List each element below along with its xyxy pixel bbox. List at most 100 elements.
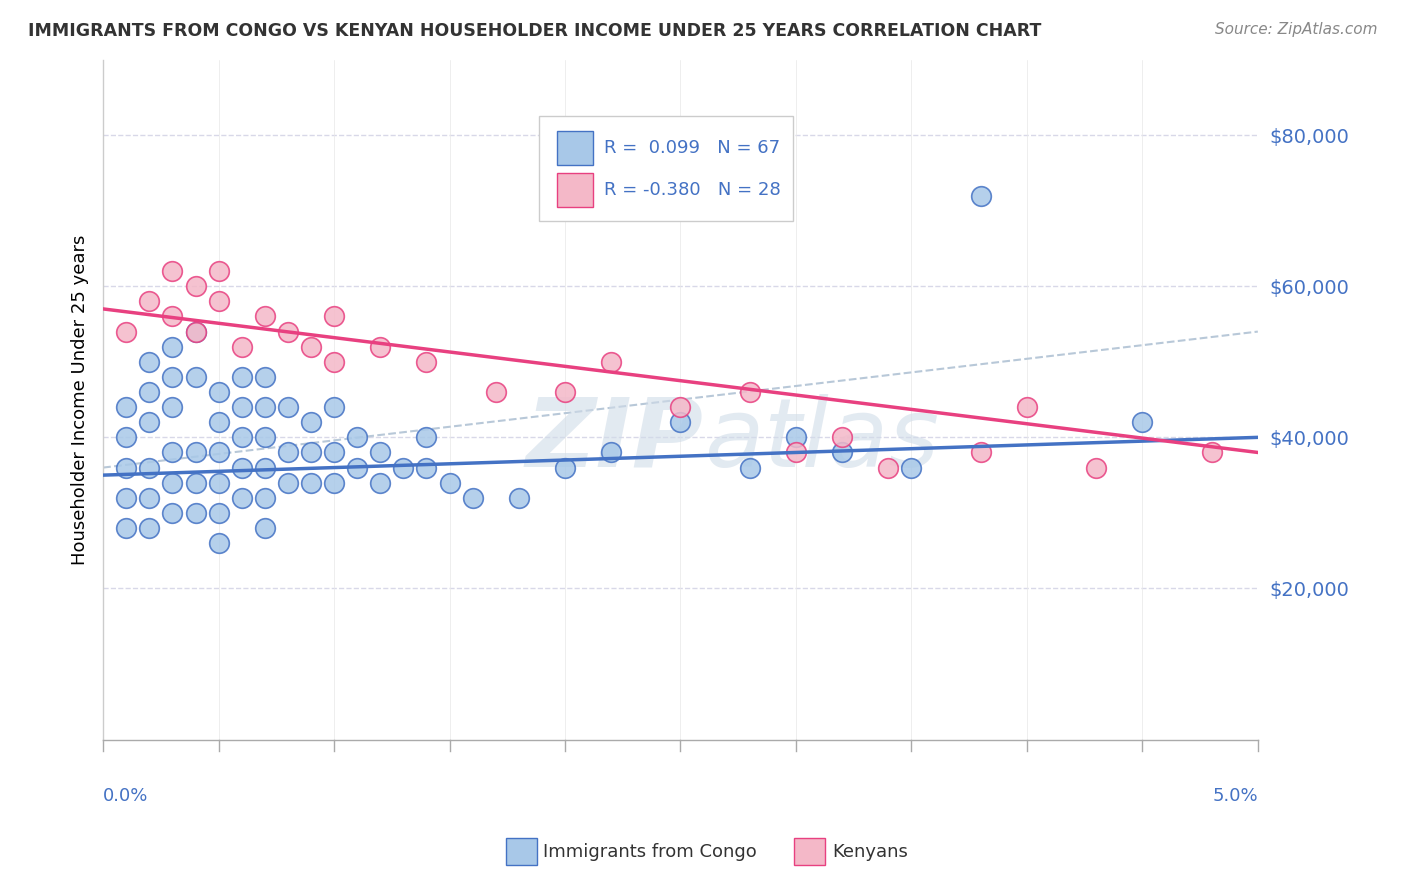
Point: [184, 506, 207, 520]
Point: [207, 445, 229, 459]
Point: [277, 475, 299, 490]
Point: [554, 460, 576, 475]
Point: [207, 475, 229, 490]
Point: [115, 521, 138, 535]
Text: Kenyans: Kenyans: [832, 843, 908, 861]
Point: [207, 294, 229, 309]
Point: [323, 310, 346, 324]
Point: [184, 370, 207, 384]
Point: [184, 279, 207, 293]
Point: [207, 506, 229, 520]
Point: [508, 491, 530, 505]
Point: [323, 355, 346, 369]
Point: [162, 340, 184, 354]
Point: [115, 430, 138, 444]
Point: [115, 325, 138, 339]
Point: [970, 445, 993, 459]
Point: [900, 460, 922, 475]
Point: [253, 400, 276, 414]
Point: [162, 475, 184, 490]
Point: [253, 521, 276, 535]
Point: [346, 430, 368, 444]
Point: [1130, 415, 1153, 429]
Point: [600, 355, 623, 369]
Point: [184, 445, 207, 459]
Point: [162, 264, 184, 278]
Point: [253, 460, 276, 475]
Point: [299, 415, 322, 429]
Point: [138, 415, 160, 429]
Point: [162, 370, 184, 384]
Point: [115, 460, 138, 475]
Text: Source: ZipAtlas.com: Source: ZipAtlas.com: [1215, 22, 1378, 37]
Point: [485, 384, 508, 399]
Point: [138, 355, 160, 369]
Point: [162, 400, 184, 414]
Point: [277, 400, 299, 414]
Point: [115, 491, 138, 505]
Point: [1015, 400, 1038, 414]
Point: [253, 430, 276, 444]
Point: [138, 460, 160, 475]
Point: [831, 445, 853, 459]
Point: [207, 415, 229, 429]
Point: [785, 430, 807, 444]
Point: [138, 384, 160, 399]
Point: [392, 460, 415, 475]
Point: [323, 400, 346, 414]
Point: [669, 415, 692, 429]
Point: [138, 491, 160, 505]
Point: [368, 340, 391, 354]
Point: [207, 384, 229, 399]
Point: [323, 475, 346, 490]
Point: [970, 188, 993, 202]
Text: 5.0%: 5.0%: [1212, 787, 1258, 805]
Point: [184, 325, 207, 339]
Text: 0.0%: 0.0%: [103, 787, 149, 805]
Text: Immigrants from Congo: Immigrants from Congo: [543, 843, 756, 861]
Point: [415, 460, 437, 475]
Point: [277, 325, 299, 339]
Point: [231, 430, 253, 444]
Point: [554, 384, 576, 399]
Point: [299, 445, 322, 459]
Text: atlas: atlas: [703, 394, 939, 487]
Text: R =  0.099   N = 67: R = 0.099 N = 67: [605, 138, 780, 157]
Point: [785, 445, 807, 459]
Point: [138, 521, 160, 535]
Point: [738, 384, 761, 399]
Text: IMMIGRANTS FROM CONGO VS KENYAN HOUSEHOLDER INCOME UNDER 25 YEARS CORRELATION CH: IMMIGRANTS FROM CONGO VS KENYAN HOUSEHOL…: [28, 22, 1042, 40]
Point: [162, 310, 184, 324]
Point: [346, 460, 368, 475]
Point: [253, 491, 276, 505]
Text: R = -0.380   N = 28: R = -0.380 N = 28: [605, 181, 780, 199]
Point: [231, 340, 253, 354]
Text: ZIP: ZIP: [526, 394, 703, 487]
Point: [115, 400, 138, 414]
Point: [415, 430, 437, 444]
Y-axis label: Householder Income Under 25 years: Householder Income Under 25 years: [72, 235, 89, 565]
Point: [299, 340, 322, 354]
Point: [669, 400, 692, 414]
Point: [461, 491, 484, 505]
Point: [162, 445, 184, 459]
Point: [277, 445, 299, 459]
Point: [738, 460, 761, 475]
Point: [877, 460, 900, 475]
Point: [138, 294, 160, 309]
Point: [368, 445, 391, 459]
Point: [253, 370, 276, 384]
Point: [299, 475, 322, 490]
Point: [323, 445, 346, 459]
Point: [207, 264, 229, 278]
Point: [231, 460, 253, 475]
Point: [600, 445, 623, 459]
Point: [1201, 445, 1223, 459]
Point: [162, 506, 184, 520]
Point: [368, 475, 391, 490]
Point: [231, 400, 253, 414]
Point: [1085, 460, 1108, 475]
Point: [831, 430, 853, 444]
Point: [439, 475, 461, 490]
Point: [231, 491, 253, 505]
